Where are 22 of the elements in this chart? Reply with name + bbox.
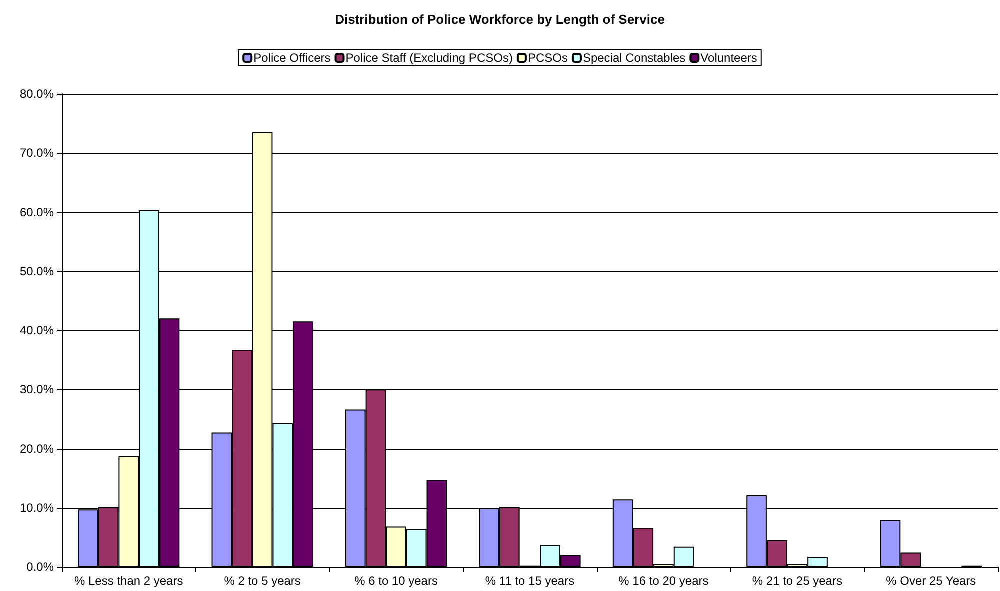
x-tick-label: % Less than 2 years	[74, 574, 184, 588]
y-tick-label: 20.0%	[20, 442, 54, 456]
y-tick-label: 0.0%	[26, 560, 54, 574]
x-tick-label: % 6 to 10 years	[354, 574, 438, 588]
legend-label: PCSOs	[528, 51, 568, 65]
x-tick-label: % 11 to 15 years	[485, 574, 575, 588]
x-tick-label: % 21 to 25 years	[752, 574, 842, 588]
chart-title: Distribution of Police Workforce by Length of Service	[335, 12, 665, 27]
y-tick-label: 50.0%	[20, 264, 54, 278]
legend-label: Police Staff (Excluding PCSOs)	[346, 51, 513, 65]
x-tick-label: % 16 to 20 years	[618, 574, 709, 588]
y-tick-label: 40.0%	[20, 324, 54, 338]
x-tick-label: % 2 to 5 years	[224, 574, 301, 588]
x-tick-label: % Over 25 Years	[886, 574, 976, 588]
y-tick-label: 70.0%	[20, 146, 54, 160]
y-tick-label: 80.0%	[20, 87, 54, 101]
y-tick-label: 30.0%	[20, 382, 54, 397]
legend-label: Volunteers	[700, 51, 758, 65]
legend-label: Police Officers	[254, 51, 331, 65]
y-tick-label: 60.0%	[20, 205, 54, 220]
legend-label: Special Constables	[582, 51, 686, 65]
y-tick-label: 10.0%	[20, 500, 54, 515]
